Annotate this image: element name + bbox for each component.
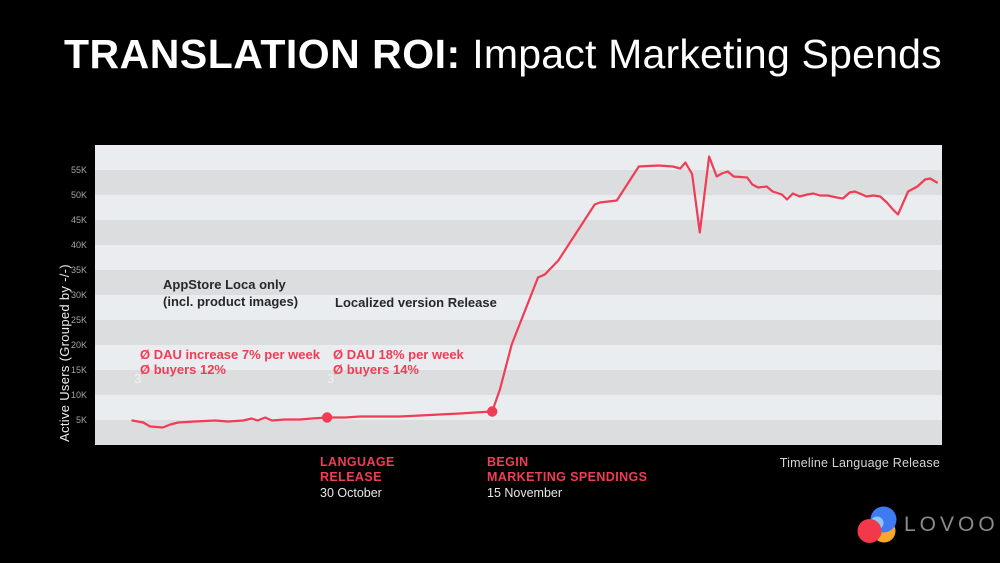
plot-area: AppStore Loca only (incl. product images… [95,145,942,445]
active-users-line [131,155,938,429]
event-begin-marketing-label-line2: MARKETING SPENDINGS [487,470,648,484]
y-tick-label: 30K [70,290,87,300]
y-tick-label: 35K [70,265,87,275]
lovoo-heart-icon [857,506,897,543]
footnote-phase1: 3 [134,371,142,386]
annotation-phase1-title-line2: (incl. product images) [163,294,299,309]
y-tick-label: 45K [70,215,87,225]
y-tick-label: 20K [70,340,87,350]
slide-title: TRANSLATION ROI: Impact Marketing Spends [64,31,942,77]
annotation-phase1-stats-line1: Ø DAU increase 7% per week [140,347,320,362]
line-chart-svg [131,155,938,429]
annotation-phase1-stats: Ø DAU increase 7% per week Ø buyers 12% [140,347,320,377]
y-tick-label: 10K [70,390,87,400]
y-tick-label: 40K [70,240,87,250]
annotation-phase1-title-line1: AppStore Loca only [163,277,286,292]
annotation-phase1-title: AppStore Loca only (incl. product images… [163,276,298,310]
annotation-phase2-stats-line1: Ø DAU 18% per week [333,347,464,362]
event-begin-marketing-label-line1: BEGIN [487,455,529,469]
event-language-release-date: 30 October [320,486,382,500]
y-tick-label: 25K [70,315,87,325]
slide-title-light: Impact Marketing Spends [460,31,942,77]
lovoo-wordmark: LOVOO [904,513,999,536]
lovoo-logo: LOVOO [857,505,999,545]
y-axis-ticks: 5K 10K 15K 20K 25K 30K 35K 40K 45K 50K 55K [53,145,87,445]
annotation-phase1-stats-line2: Ø buyers 12% [140,362,226,377]
y-tick-label: 5K [75,415,87,425]
event-language-release: LANGUAGE RELEASE 30 October [320,455,395,501]
event-marker-dot [321,412,333,423]
y-tick-label: 15K [70,365,87,375]
annotation-phase2-stats-line2: Ø buyers 14% [333,362,419,377]
slide-title-bold: TRANSLATION ROI: [64,31,461,77]
y-tick-label: 55K [70,165,87,175]
footnote-phase2: 3 [327,371,335,386]
event-language-release-label-line1: LANGUAGE [320,455,395,469]
event-begin-marketing-date: 15 November [487,486,563,500]
event-marker-dot [487,406,498,417]
y-tick-label: 50K [70,190,87,200]
event-language-release-label-line2: RELEASE [320,470,382,484]
event-begin-marketing: BEGIN MARKETING SPENDINGS 15 November [487,455,647,501]
x-axis-caption: Timeline Language Release [779,456,940,470]
annotation-phase2-title: Localized version Release [335,295,497,310]
annotation-phase2-stats: Ø DAU 18% per week Ø buyers 14% [333,347,464,377]
